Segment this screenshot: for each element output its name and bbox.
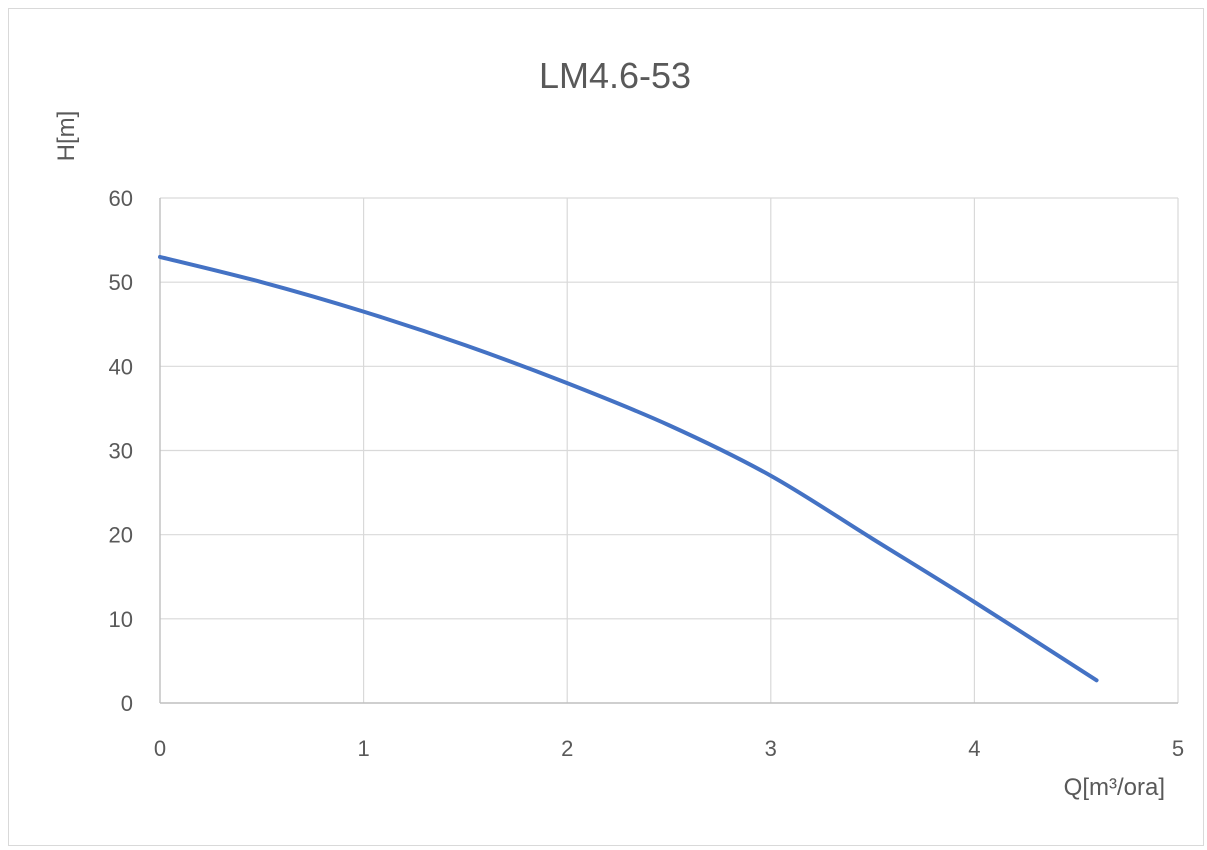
x-tick-label: 1: [357, 736, 369, 761]
pump-curve-line: [158, 254, 1099, 683]
y-tick-label: 40: [109, 354, 133, 379]
y-tick-label: 0: [121, 691, 133, 716]
x-tick-label: 2: [561, 736, 573, 761]
chart-title: LM4.6-53: [539, 55, 691, 96]
grid-lines: [160, 197, 1179, 703]
chart-frame: [8, 8, 1204, 846]
series-layer: [158, 254, 1099, 683]
x-tick-label: 4: [968, 736, 980, 761]
tick-labels: 0 10 20 30 40 50 60 0 1 2 3 4 5: [109, 186, 1185, 761]
axes: [159, 198, 1178, 704]
x-tick-label: 3: [765, 736, 777, 761]
y-axis-label: H[m]: [53, 111, 80, 162]
x-tick-label: 5: [1172, 736, 1184, 761]
y-tick-label: 50: [109, 270, 133, 295]
x-axis-label: Q[m³/ora]: [1064, 774, 1165, 801]
x-tick-label: 0: [154, 736, 166, 761]
y-tick-label: 10: [109, 607, 133, 632]
y-tick-label: 30: [109, 439, 133, 464]
y-tick-label: 60: [109, 186, 133, 211]
y-tick-label: 20: [109, 523, 133, 548]
